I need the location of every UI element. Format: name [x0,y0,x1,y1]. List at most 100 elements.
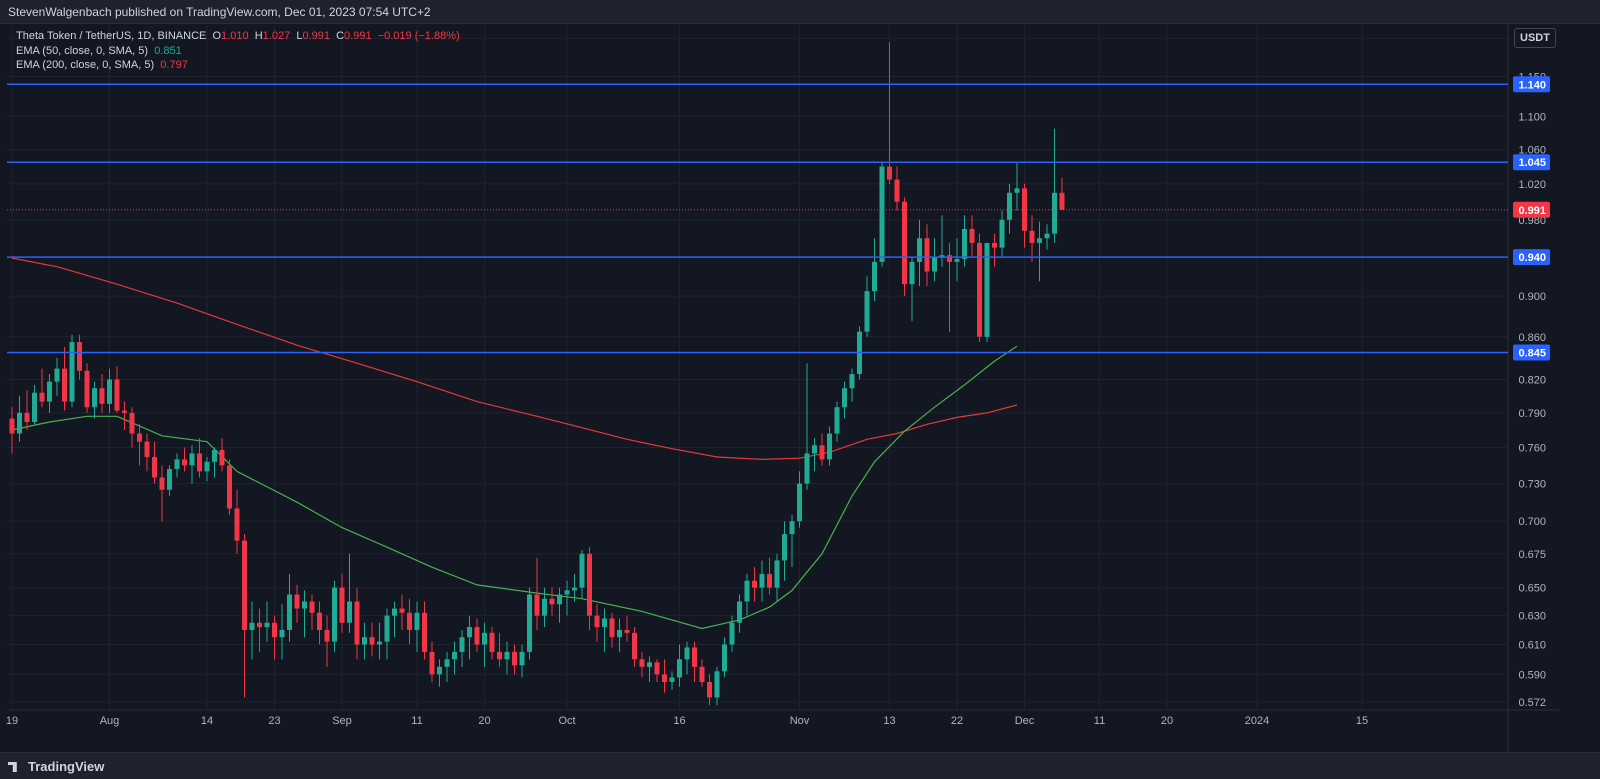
level-price-label: 0.940 [1518,252,1546,264]
candle [339,573,345,633]
grid-lines [7,25,1508,710]
candle-body [129,412,135,434]
candle-body [272,622,277,638]
candle-body [774,560,780,588]
candle-body [969,228,975,243]
tradingview-logo[interactable]: TradingView [8,759,104,774]
candle-body [639,659,645,667]
candle-body [797,483,802,522]
candle-body [1014,188,1020,193]
candle [384,608,390,660]
candle-body [309,601,315,613]
candle [474,618,480,652]
candle-body [1007,192,1012,220]
tradingview-logo-icon [8,762,17,772]
candle-body [984,242,990,337]
candle-body [699,666,705,683]
candle-body [834,407,840,434]
ema50-label: EMA (50, close, 0, SMA, 5) [16,44,149,57]
candle [227,459,232,515]
candle [257,608,262,652]
candle [992,233,997,267]
x-tick-label: Sep [332,715,352,727]
candle-body [392,608,397,616]
candle [587,547,592,630]
candle [1022,183,1027,248]
candle [812,438,817,472]
candle [744,573,750,616]
candle [294,584,300,623]
candle-body [624,629,630,633]
candle-body [189,453,195,466]
y-tick-label: 0.900 [1518,291,1546,303]
candle-body [557,594,562,605]
publisher-header: StevenWalgenbach published on TradingVie… [0,0,1600,24]
x-tick-label: Aug [100,715,120,727]
candle [369,622,375,657]
candle [39,368,45,408]
candle [174,453,180,478]
candle-body [594,615,600,628]
candle-body [647,662,652,667]
candle-body [759,573,765,588]
candle [302,590,307,638]
candle [107,368,112,413]
candle-body [482,632,487,645]
last-price-label: 0.991 [1518,205,1546,217]
last-price-tag [1513,201,1550,218]
candle-body [399,608,405,613]
candle-body [669,677,675,683]
x-tick-label: 15 [1356,715,1368,727]
candle [489,627,495,660]
candle-body [992,242,997,248]
candle [579,549,585,599]
x-tick-label: 13 [883,715,895,727]
candle-body [579,553,585,588]
y-tick-label: 0.650 [1518,583,1546,595]
ema200-value: 0.797 [160,59,188,71]
candle-body [182,459,187,466]
candle-body [234,508,240,541]
candle [984,242,990,343]
candle-body [549,598,555,605]
candle [482,622,487,667]
candle-body [444,659,450,667]
candle-body [317,612,322,630]
candle-body [377,641,382,645]
candle-body [1044,233,1050,239]
candle-body [264,622,270,628]
candle [924,224,930,287]
candle-body [939,255,945,258]
ema50-row[interactable]: EMA (50, close, 0, SMA, 5) 0.851 [16,44,460,59]
candle-body [714,671,720,698]
candle-body [602,618,607,628]
candle [182,447,187,472]
candle [9,407,15,454]
candle-body [77,342,82,371]
ema200-line [11,257,1018,461]
candle [759,560,765,602]
candle-body [107,379,112,404]
candle-body [227,465,232,509]
candle [549,587,555,616]
candle-body [789,521,795,535]
open-value: 1.010 [221,30,249,42]
candle [729,615,735,652]
candle [24,390,30,431]
ema200-row[interactable]: EMA (200, close, 0, SMA, 5) 0.797 [16,58,460,73]
candle [939,215,945,267]
currency-button[interactable]: USDT [1514,28,1556,48]
candle [152,441,157,484]
close-label: C [336,30,345,42]
candle [527,587,532,660]
candle [54,357,60,397]
candle-body [1029,230,1035,243]
candle-body [54,368,60,382]
level-price-label: 0.845 [1518,348,1546,360]
symbol-label[interactable]: Theta Token / TetherUS, 1D, BINANCE [16,30,207,42]
candle-body [879,166,885,262]
candle [684,641,690,675]
candle-body [114,379,120,411]
candle-body [917,238,922,262]
